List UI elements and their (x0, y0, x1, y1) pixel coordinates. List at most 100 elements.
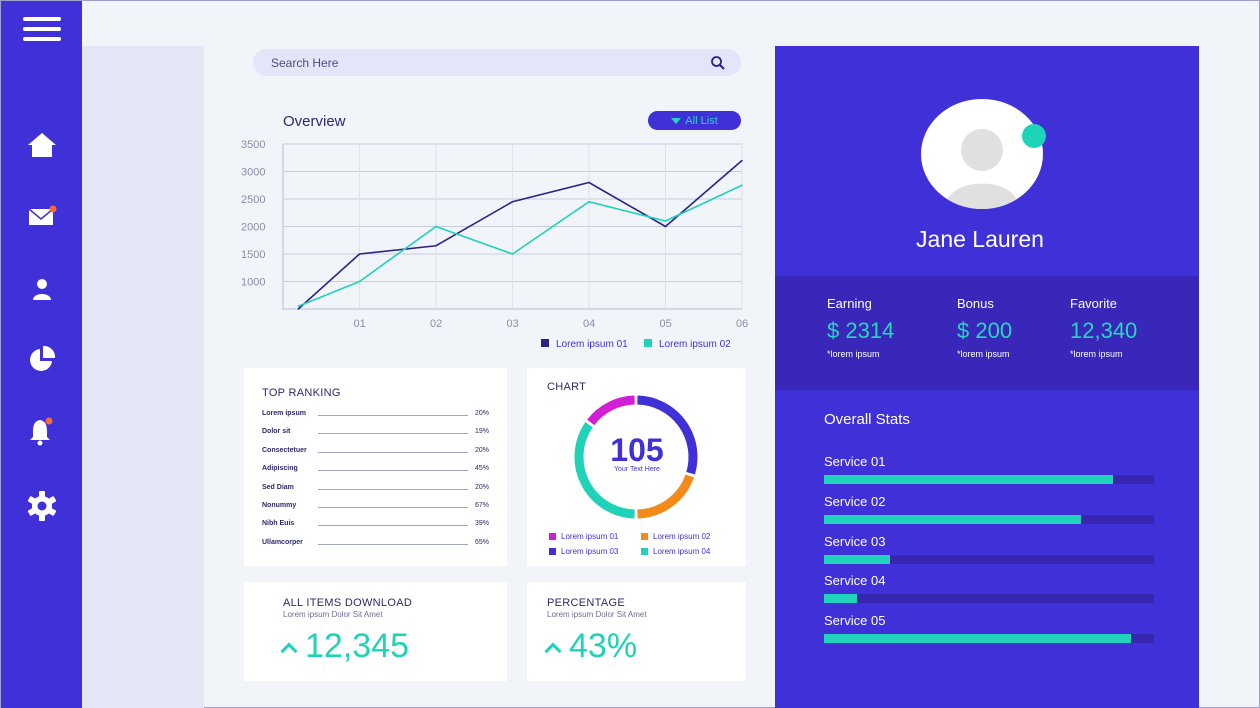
y-tick-label: 1000 (241, 277, 265, 289)
x-tick-label: 01 (354, 318, 366, 330)
ranking-percent: 65% (475, 538, 490, 546)
y-tick-label: 3500 (241, 139, 265, 151)
series-1-point (741, 159, 743, 162)
donut-legend-item: Lorem ipsum 03 (549, 547, 618, 556)
mail-icon[interactable] (21, 198, 63, 234)
series-2-point (511, 253, 514, 255)
legend-swatch (641, 548, 648, 555)
x-tick-label: 03 (507, 318, 519, 330)
donut-chart-title: CHART (547, 381, 587, 393)
series-line-1 (297, 159, 743, 310)
gear-icon[interactable] (21, 488, 63, 524)
downloads-card: ALL ITEMS DOWNLOAD Lorem ipsum Dolor Sit… (244, 582, 507, 681)
service-progress-fill (824, 594, 857, 604)
earnings-stats: Earning $ 2314 *lorem ipsum Bonus $ 200 … (775, 276, 1199, 390)
service-label: Service 03 (824, 533, 886, 549)
donut-chart-card: CHART 105 Your Text Here Lorem ipsum 01 L… (527, 368, 746, 566)
bonus-label: Bonus (957, 296, 994, 311)
legend-swatch (549, 548, 556, 555)
legend-swatch-2 (644, 339, 652, 347)
overall-stats-title: Overall Stats (824, 411, 910, 428)
x-tick-label: 04 (583, 318, 595, 330)
service-label: Service 04 (824, 573, 886, 589)
donut-segment-1 (587, 395, 635, 426)
arrow-up-icon (280, 642, 298, 659)
all-list-label: All List (685, 114, 718, 127)
series-2-point (297, 305, 300, 308)
ranking-label: Sed Diam (262, 483, 294, 491)
percentage-subtitle: Lorem ipsum Dolor Sit Amet (547, 610, 647, 619)
donut-center-value: 105 (610, 432, 664, 468)
ranking-line (318, 470, 468, 472)
downloads-value-row: 12,345 (280, 627, 409, 666)
series-1-point (297, 308, 300, 310)
ranking-line (318, 433, 468, 435)
ranking-label: Ullamcorper (262, 538, 303, 546)
donut-center-caption: Your Text Here (614, 466, 660, 473)
ranking-percent: 20% (475, 483, 490, 491)
search-bar (253, 49, 741, 76)
ranking-line (318, 525, 468, 527)
service-label: Service 05 (824, 613, 886, 629)
ranking-line (318, 543, 468, 545)
ranking-row: Adipiscing 45% (262, 465, 492, 475)
donut-segment-2 (637, 474, 694, 519)
y-tick-label: 2000 (241, 222, 265, 234)
earning-value: $ 2314 (827, 318, 895, 343)
x-tick-label: 05 (660, 318, 672, 330)
ranking-label: Nonummy (262, 502, 297, 509)
service-progress-fill (824, 554, 890, 564)
user-icon[interactable] (21, 271, 63, 307)
x-tick-label: 02 (430, 318, 442, 330)
ranking-percent: 20% (475, 446, 490, 454)
legend-label: Lorem ipsum 04 (653, 547, 711, 556)
ranking-line (318, 507, 468, 508)
online-status-dot (1022, 124, 1046, 148)
downloads-title: ALL ITEMS DOWNLOAD (283, 597, 413, 609)
content-band (82, 46, 204, 708)
all-list-dropdown[interactable]: All List (648, 111, 741, 130)
ranking-label: Adipiscing (262, 465, 298, 473)
bell-icon[interactable] (21, 413, 63, 449)
search-input[interactable] (271, 54, 691, 71)
downloads-subtitle: Lorem ipsum Dolor Sit Amet (283, 610, 383, 619)
ranking-row: Ullamcorper 65% (262, 539, 492, 549)
top-ranking-title: TOP RANKING (262, 387, 341, 399)
series-2-point (664, 220, 667, 222)
legend-label: Lorem ipsum 01 (561, 532, 619, 541)
legend-swatch-1 (541, 339, 549, 347)
legend-label-2: Lorem ipsum 02 (659, 339, 731, 350)
avatar[interactable] (921, 99, 1043, 209)
series-1-point (511, 200, 514, 203)
series-1-point (358, 253, 361, 255)
bonus-note: *lorem ipsum (957, 349, 1010, 359)
ranking-row: Sed Diam 20% (262, 484, 492, 494)
ranking-percent: 39% (475, 520, 490, 528)
search-icon[interactable] (710, 55, 726, 71)
ranking-line (318, 415, 468, 416)
ranking-label: Lorem ipsum (262, 410, 306, 417)
donut-segment-4 (574, 422, 635, 519)
favorite-value: 12,340 (1070, 318, 1138, 343)
ranking-row: Consectetuer 20% (262, 447, 492, 457)
service-progress-fill (824, 634, 1131, 644)
caret-down-icon (671, 117, 682, 124)
donut-legend-item: Lorem ipsum 01 (549, 532, 618, 541)
legend-swatch (641, 533, 648, 540)
y-tick-label: 1500 (241, 249, 265, 261)
series-1-point (435, 244, 437, 247)
ranking-row: Lorem ipsum 20% (262, 410, 492, 420)
ranking-label: Dolor sit (262, 428, 291, 436)
service-progress-fill (824, 475, 1113, 484)
favorite-label: Favorite (1070, 296, 1117, 311)
series-1-point (588, 181, 590, 184)
menu-icon[interactable] (21, 11, 63, 47)
series-2-point (588, 200, 590, 203)
ranking-percent: 67% (475, 502, 490, 509)
pie-chart-icon[interactable] (21, 341, 63, 377)
profile-panel: Jane Lauren Earning $ 2314 *lorem ipsum … (775, 46, 1199, 708)
home-icon[interactable] (21, 127, 63, 163)
legend-label: Lorem ipsum 03 (561, 547, 619, 556)
legend-label-1: Lorem ipsum 01 (556, 339, 628, 350)
